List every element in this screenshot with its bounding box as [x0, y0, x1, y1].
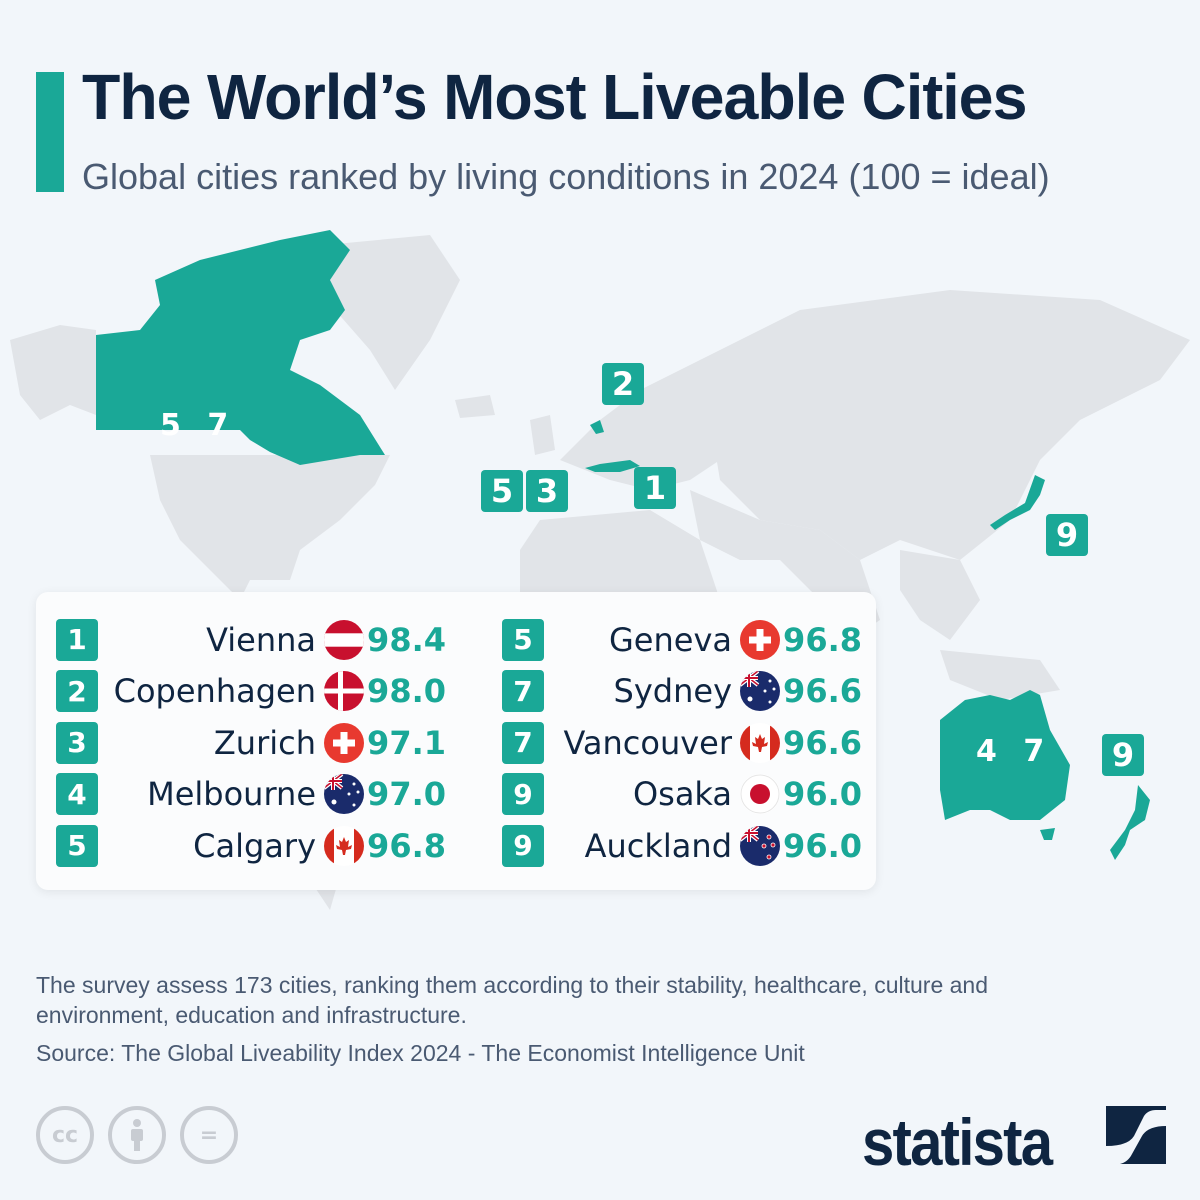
city-name: Copenhagen — [113, 672, 316, 711]
logo-text: statista — [862, 1105, 1053, 1179]
rank-badge: 5 — [56, 824, 98, 867]
australia-flag-icon — [740, 671, 780, 712]
city-name: Calgary — [193, 826, 316, 865]
map-marker-geneva: 5 — [481, 470, 523, 512]
rank-badge: 9 — [502, 824, 544, 867]
australia-flag-icon — [324, 774, 364, 815]
city-name: Osaka — [632, 775, 732, 814]
japan-flag-icon — [740, 774, 780, 815]
map-marker-denmark: 2 — [602, 363, 644, 405]
table-row: 7 Sydney 96.6 — [502, 666, 862, 718]
canada-rank-label: 5 7 — [160, 408, 237, 443]
score-value: 97.0 — [367, 775, 446, 814]
source-credit: Source: The Global Liveability Index 202… — [36, 1040, 805, 1066]
statista-logo[interactable]: statista — [862, 1104, 1166, 1180]
switzerland-flag-icon — [324, 722, 364, 763]
city-name: Vienna — [206, 620, 316, 659]
creative-commons-icon[interactable]: cc — [36, 1106, 94, 1164]
table-row: 9 Auckland 96.0 — [502, 820, 862, 872]
canada-flag-icon — [740, 722, 780, 763]
score-value: 96.0 — [783, 775, 862, 814]
license-icons: cc = — [36, 1106, 238, 1164]
table-row: 7 Vancouver 96.6 — [502, 717, 862, 769]
score-value: 96.8 — [783, 620, 862, 659]
rank-badge: 3 — [56, 721, 98, 764]
statista-logo-mark-icon — [1106, 1106, 1166, 1164]
table-row: 4 Melbourne 97.0 — [56, 769, 446, 821]
map-marker-japan: 9 — [1046, 514, 1088, 556]
rank-badge: 4 — [56, 773, 98, 816]
score-value: 98.4 — [367, 620, 446, 659]
denmark-flag-icon — [324, 671, 364, 712]
page-subtitle: Global cities ranked by living condition… — [82, 156, 1050, 197]
switzerland-flag-icon — [740, 619, 780, 660]
table-row: 2 Copenhagen 98.0 — [56, 666, 446, 718]
table-row: 1 Vienna 98.4 — [56, 614, 446, 666]
score-value: 96.6 — [783, 723, 862, 762]
ranking-column-left: 1 Vienna 98.4 2 Copenhagen 98.0 3 Zurich… — [56, 614, 446, 872]
title-accent-bar — [36, 72, 64, 192]
score-value: 96.0 — [783, 826, 862, 865]
rank-badge: 7 — [502, 721, 544, 764]
table-row: 3 Zurich 97.1 — [56, 717, 446, 769]
city-name: Melbourne — [147, 775, 316, 814]
page-title: The World’s Most Liveable Cities — [82, 61, 1027, 133]
score-value: 96.6 — [783, 672, 862, 711]
score-value: 98.0 — [367, 672, 446, 711]
city-name: Geneva — [609, 620, 732, 659]
rank-badge: 1 — [56, 618, 98, 661]
city-name: Zurich — [213, 723, 316, 762]
ranking-table: 1 Vienna 98.4 2 Copenhagen 98.0 3 Zurich… — [36, 592, 876, 890]
ranking-column-right: 5 Geneva 96.8 7 Sydney 96.6 7 Vancouver … — [502, 614, 862, 872]
rank-badge: 7 — [502, 670, 544, 713]
city-name: Auckland — [584, 826, 732, 865]
table-row: 5 Calgary 96.8 — [56, 820, 446, 872]
table-row: 9 Osaka 96.0 — [502, 769, 862, 821]
austria-flag-icon — [324, 619, 364, 660]
score-value: 97.1 — [367, 723, 446, 762]
attribution-icon[interactable] — [108, 1106, 166, 1164]
map-marker-austria: 1 — [634, 467, 676, 509]
table-row: 5 Geneva 96.8 — [502, 614, 862, 666]
score-value: 96.8 — [367, 826, 446, 865]
survey-note: The survey assess 173 cities, ranking th… — [36, 972, 988, 1028]
rank-badge: 9 — [502, 773, 544, 816]
no-derivatives-icon[interactable]: = — [180, 1106, 238, 1164]
city-name: Sydney — [613, 672, 732, 711]
australia-rank-label: 4 7 — [976, 734, 1053, 769]
canada-flag-icon — [324, 825, 364, 866]
new-zealand-flag-icon — [740, 825, 780, 866]
city-name: Vancouver — [563, 723, 732, 762]
rank-badge: 2 — [56, 670, 98, 713]
rank-badge: 5 — [502, 618, 544, 661]
map-marker-zurich: 3 — [526, 470, 568, 512]
map-marker-new-zealand: 9 — [1102, 734, 1144, 776]
